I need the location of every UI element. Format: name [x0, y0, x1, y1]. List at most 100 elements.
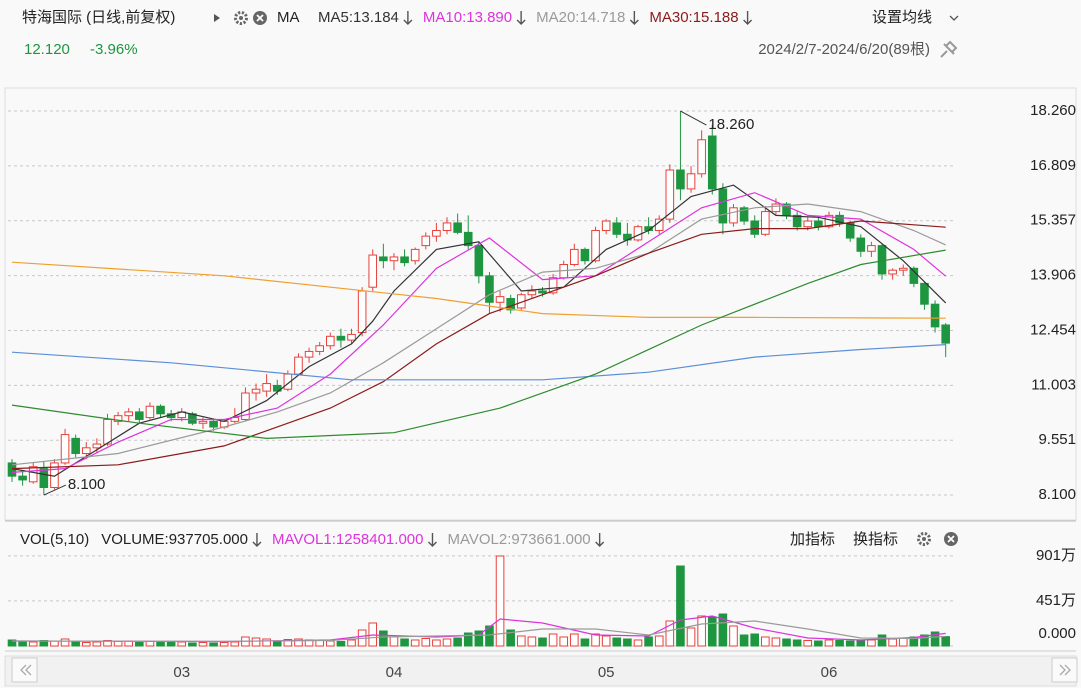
volume-bar [135, 642, 144, 647]
volume-bar [877, 634, 887, 647]
candle-body [538, 290, 547, 294]
volume-bar [792, 639, 802, 647]
candle-body [198, 420, 208, 424]
candle-body [209, 420, 218, 428]
candle-body [877, 245, 887, 275]
mavol-line [11, 620, 946, 642]
candle-body [665, 169, 675, 220]
legend-arrow-icon [252, 533, 262, 547]
legend-entry: VOLUME:937705.000 [101, 531, 248, 548]
scrollbar[interactable] [4, 655, 1077, 687]
volume-bar [739, 634, 749, 647]
volume-bar [845, 640, 855, 647]
stock-title[interactable]: 特海国际 (日线,前复权) [22, 8, 175, 26]
legend-arrow-icon [403, 11, 413, 25]
ma-settings-icon[interactable] [234, 11, 248, 25]
volume-bar [835, 640, 844, 647]
add-indicator-button[interactable]: 加指标 [790, 531, 835, 548]
candle-body [920, 282, 929, 305]
candle-body [421, 235, 431, 247]
candle-body [686, 173, 696, 190]
volume-bar [920, 634, 929, 647]
volume-tick-label: 451万 [1036, 592, 1076, 609]
volume-bar [442, 638, 452, 647]
candle-body [145, 405, 155, 419]
candle-body [92, 443, 102, 449]
ma-settings-button[interactable]: 设置均线 [872, 9, 932, 26]
volume-bar [336, 641, 346, 647]
x-tick-label: 03 [173, 664, 190, 681]
volume-bar [7, 639, 17, 647]
volume-bar [28, 641, 38, 647]
volume-bar [347, 639, 356, 647]
candle-body [103, 418, 112, 445]
candle-body [315, 345, 324, 352]
legend-entry: MAVOL1:1258401.000 [272, 531, 424, 548]
legend-arrow-icon [516, 11, 526, 25]
date-range: 2024/2/7-2024/6/20(89根) [758, 41, 930, 58]
candle-body [898, 267, 908, 271]
ma-line [11, 220, 946, 470]
volume-bar [570, 633, 579, 647]
pin-icon[interactable] [940, 40, 958, 58]
y-tick-label: 11.003 [1031, 376, 1076, 393]
candle-body [570, 248, 579, 266]
ma-line [11, 192, 947, 473]
settings-chevron[interactable] [949, 15, 959, 21]
candle-body [612, 222, 622, 235]
title-dropdown-icon[interactable] [214, 14, 220, 22]
volume-bar [272, 640, 282, 647]
candle-body [294, 356, 303, 375]
candle-body [591, 229, 600, 262]
y-tick-label: 18.260 [1030, 102, 1076, 119]
y-tick-label: 13.906 [1030, 267, 1076, 284]
volume-bar [612, 637, 622, 647]
volume-bar [379, 630, 388, 647]
candle-body [347, 333, 356, 341]
volume-settings-icon[interactable] [917, 532, 931, 546]
candle-body [495, 296, 505, 303]
candle-body [633, 226, 643, 241]
volume-bar [209, 642, 218, 647]
ma-close-icon[interactable] [253, 11, 267, 25]
candle-body [463, 231, 473, 247]
volume-bar [601, 635, 611, 647]
volume-title: VOL(5,10) [20, 531, 89, 548]
candle-body [771, 203, 781, 213]
candle-body [71, 437, 80, 454]
legend-entry: MA30:15.188 [649, 9, 738, 26]
volume-bar [400, 638, 409, 647]
volume-bar [548, 633, 558, 647]
volume-tick-label: 901万 [1036, 547, 1076, 564]
volume-bar [591, 633, 600, 647]
volume-bar [676, 565, 685, 647]
candle-body [326, 335, 335, 347]
ma-line [11, 203, 946, 466]
scroll-right-button[interactable] [1051, 657, 1078, 683]
volume-bar [485, 625, 494, 647]
candle-body [601, 220, 611, 231]
switch-indicator-button[interactable]: 换指标 [853, 531, 898, 548]
scroll-left-button[interactable] [11, 657, 38, 683]
candle-body [60, 434, 70, 464]
legend-entry: MA10:13.890 [423, 9, 512, 26]
candle-body [739, 207, 749, 222]
volume-bar [188, 642, 197, 647]
candle-body [410, 248, 420, 262]
volume-close-icon[interactable] [944, 532, 958, 546]
last-price: 12.120 [24, 41, 70, 58]
volume-bar [474, 630, 484, 647]
volume-bar [283, 639, 293, 647]
volume-bar [930, 631, 940, 647]
candle-body [156, 405, 165, 415]
candle-body [729, 207, 738, 224]
volume-bar [389, 636, 399, 647]
volume-bar [251, 637, 261, 647]
volume-bar [421, 638, 431, 647]
volume-bar [326, 640, 335, 647]
candle-body [304, 350, 314, 358]
annotation-arrow [43, 484, 67, 496]
candle-body [750, 220, 760, 235]
legend-arrow-icon [743, 11, 753, 25]
candle-body [474, 245, 484, 277]
